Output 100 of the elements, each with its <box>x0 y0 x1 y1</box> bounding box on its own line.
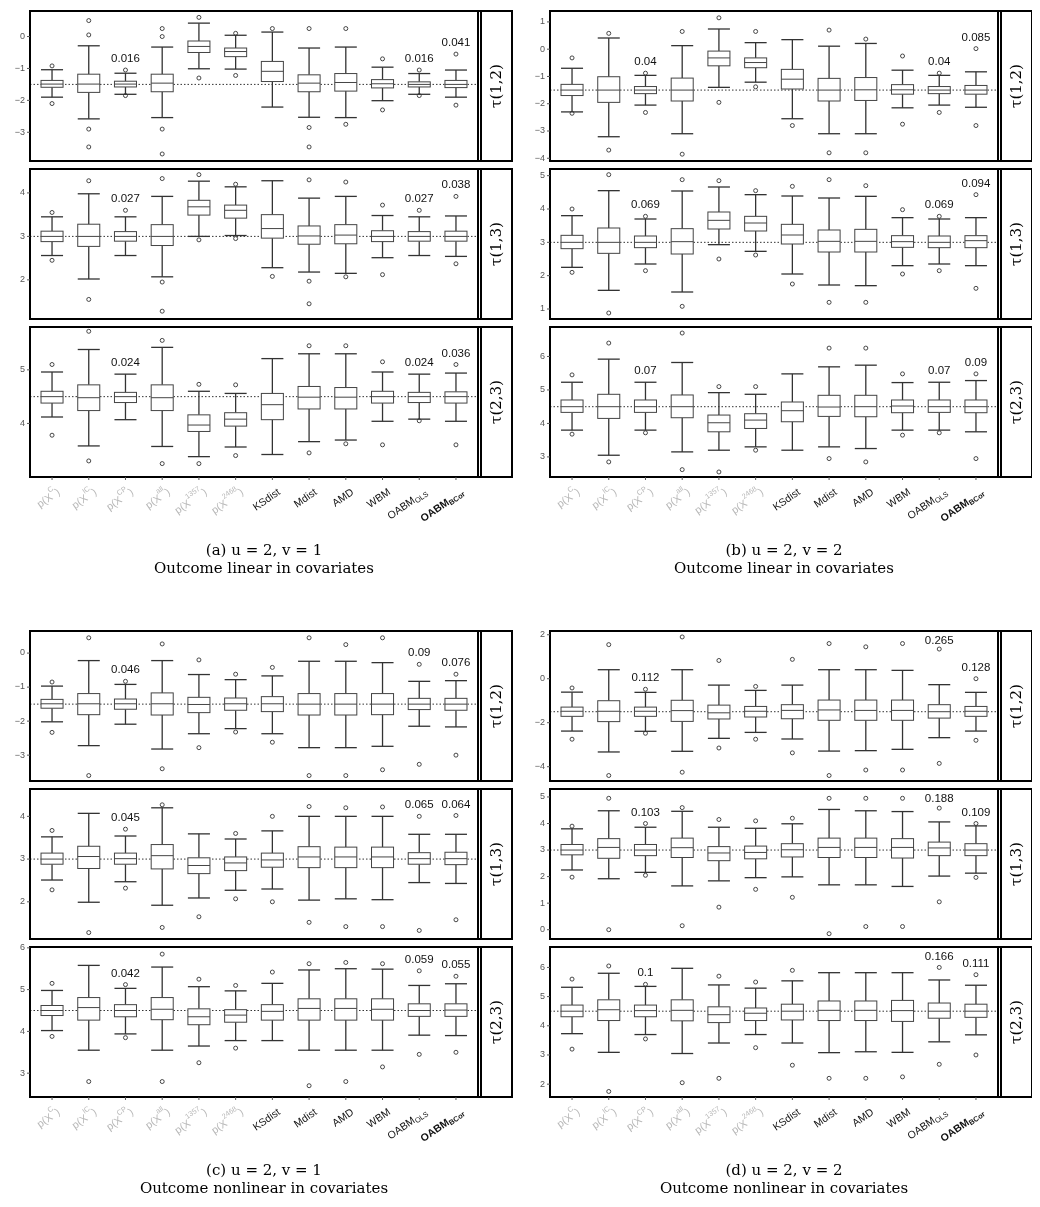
annotation: 0.109 <box>961 805 991 818</box>
y-tick-label: 3 <box>19 230 25 241</box>
annotation: 0.069 <box>631 198 660 211</box>
annotation: 0.09 <box>964 355 988 368</box>
y2-axis-title: τ(1,3) <box>1007 842 1025 886</box>
y-tick-label: −4 <box>534 152 545 163</box>
y-tick-label: 4 <box>539 1020 545 1031</box>
annotation: 0.07 <box>634 364 657 377</box>
y-tick-label: 3 <box>539 1049 545 1060</box>
y2-axis-title: τ(2,3) <box>487 1000 505 1044</box>
y-tick-label: 6 <box>539 350 545 361</box>
y-tick-label: −2 <box>534 717 545 728</box>
text: (a) u = 2, v = 1 <box>205 541 323 559</box>
y-tick-label: 2 <box>539 1078 545 1089</box>
annotation: 0.085 <box>961 30 991 43</box>
annotation: 0.076 <box>441 656 471 669</box>
annotation: 0.038 <box>441 178 471 191</box>
annotation: 0.024 <box>111 356 141 369</box>
text: (c) u = 2, v = 1 <box>206 1161 322 1179</box>
y-tick-label: 2 <box>539 870 545 881</box>
annotation: 0.1 <box>637 966 654 979</box>
y2-axis-title: τ(1,2) <box>1007 684 1025 728</box>
text: (b) u = 2, v = 2 <box>725 541 843 559</box>
annotation: 0.016 <box>111 52 140 65</box>
y-tick-label: 4 <box>539 417 545 428</box>
y2-axis-title: τ(2,3) <box>487 380 505 424</box>
y-tick-label: −3 <box>14 749 25 760</box>
annotation: 0.059 <box>404 952 434 965</box>
annotation: 0.065 <box>404 798 434 811</box>
y2-axis-title: τ(2,3) <box>1007 1000 1025 1044</box>
annotation: 0.103 <box>631 805 660 818</box>
y-tick-label: 6 <box>539 961 545 972</box>
y-tick-label: 0 <box>539 924 545 935</box>
y-tick-label: 2 <box>19 896 25 907</box>
y-tick-label: −3 <box>14 126 25 137</box>
y-tick-label: 1 <box>539 897 545 908</box>
y-tick-label: 5 <box>539 384 545 395</box>
y2-axis-title: τ(1,2) <box>1007 64 1025 108</box>
y-tick-label: 4 <box>19 1025 25 1036</box>
text: Outcome nonlinear in covariates <box>139 1179 389 1197</box>
y-tick-label: 2 <box>539 629 545 640</box>
y-tick-label: 5 <box>539 990 545 1001</box>
y-tick-label: 5 <box>539 170 545 181</box>
text: Outcome linear in covariates <box>154 559 374 577</box>
annotation: 0.166 <box>924 950 954 963</box>
y-tick-label: 3 <box>539 236 545 247</box>
y-tick-label: 3 <box>539 844 545 855</box>
y-tick-label: 0 <box>19 647 25 658</box>
y-tick-label: 3 <box>539 451 545 462</box>
y-tick-label: 5 <box>19 364 25 375</box>
annotation: 0.111 <box>962 956 990 969</box>
annotation: 0.07 <box>928 364 951 377</box>
y-tick-label: −1 <box>14 62 25 73</box>
annotation: 0.041 <box>441 36 471 49</box>
annotation: 0.024 <box>404 356 435 369</box>
y2-axis-title: τ(1,3) <box>1007 222 1025 266</box>
annotation: 0.046 <box>111 663 140 676</box>
annotation: 0.094 <box>961 176 991 189</box>
annotation: 0.069 <box>924 198 954 211</box>
y-tick-label: 5 <box>19 983 25 994</box>
y-tick-label: 4 <box>539 203 545 214</box>
y-tick-label: 1 <box>539 303 545 314</box>
annotation: 0.09 <box>408 646 431 659</box>
y-tick-label: −2 <box>14 94 25 105</box>
y-tick-label: 1 <box>539 16 545 27</box>
annotation: 0.064 <box>441 797 471 810</box>
annotation: 0.128 <box>961 660 991 673</box>
y-tick-label: 0 <box>19 30 25 41</box>
y-tick-label: 2 <box>539 270 545 281</box>
y-tick-label: 4 <box>19 417 25 428</box>
y-tick-label: −2 <box>14 715 25 726</box>
y-tick-label: −1 <box>534 70 545 81</box>
y-tick-label: 4 <box>539 817 545 828</box>
text: Outcome nonlinear in covariates <box>659 1179 909 1197</box>
y-tick-label: 2 <box>19 274 25 285</box>
annotation: 0.04 <box>634 55 658 68</box>
annotation: 0.112 <box>631 671 660 684</box>
text: (d) u = 2, v = 2 <box>725 1161 843 1179</box>
y2-axis-title: τ(1,2) <box>487 64 505 108</box>
annotation: 0.055 <box>441 958 471 971</box>
annotation: 0.016 <box>404 52 434 65</box>
y2-axis-title: τ(1,3) <box>487 842 505 886</box>
annotation: 0.027 <box>111 192 140 205</box>
y-tick-label: 6 <box>19 942 25 953</box>
y-tick-label: 3 <box>19 1067 25 1078</box>
y-tick-label: 0 <box>539 43 545 54</box>
text: Outcome linear in covariates <box>674 559 894 577</box>
y-tick-label: −2 <box>534 98 545 109</box>
y-tick-label: 4 <box>19 810 25 821</box>
y-tick-label: 0 <box>539 673 545 684</box>
annotation: 0.045 <box>111 811 140 824</box>
y2-axis-title: τ(1,3) <box>487 222 505 266</box>
y-tick-label: 3 <box>19 853 25 864</box>
y-tick-label: −3 <box>534 125 545 136</box>
annotation: 0.265 <box>924 634 954 647</box>
y-tick-label: −1 <box>14 681 25 692</box>
y2-axis-title: τ(2,3) <box>1007 380 1025 424</box>
y2-axis-title: τ(1,2) <box>487 684 505 728</box>
y-tick-label: −4 <box>534 761 545 772</box>
y-tick-label: 4 <box>19 187 25 198</box>
